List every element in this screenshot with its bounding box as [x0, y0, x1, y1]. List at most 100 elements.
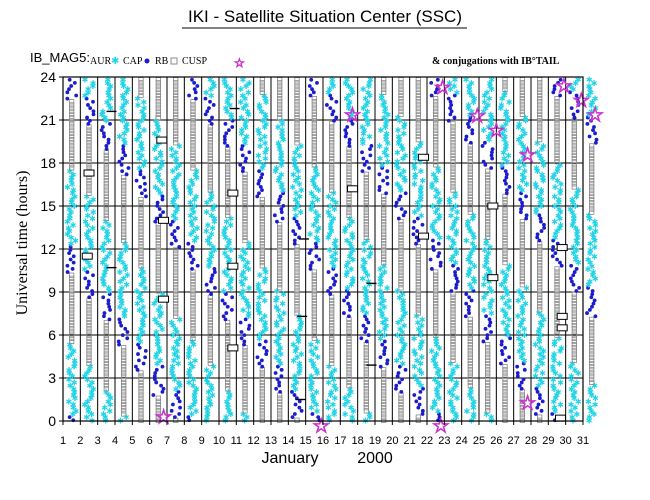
cap-point: [106, 298, 111, 303]
aur-point: ✱: [324, 397, 331, 406]
aur-point: ✱: [263, 98, 270, 107]
cap-point: [279, 210, 284, 215]
rb-point: [519, 414, 525, 420]
rb-point: [554, 118, 560, 124]
aur-point: ✱: [296, 180, 303, 189]
rb-point: [103, 367, 109, 373]
rb-point: [103, 357, 109, 363]
aur-point: ✱: [140, 114, 147, 123]
aur-point: ✱: [328, 388, 335, 397]
aur-point: ✱: [349, 230, 356, 239]
aur-point: ✱: [263, 120, 270, 129]
aur-point: ✱: [290, 382, 297, 391]
rb-point: [242, 395, 248, 401]
cap-point: [542, 222, 546, 227]
day-column-17: ✱✱✱ ✱✱✱✱✱✱✱✱✱✱✱✱✱✱✱✱✱✱✱✱✱✱✱✱ ✱✱✱✱✱✱✱✱✱✱✱✱✱…: [341, 76, 356, 426]
rb-point: [467, 354, 473, 360]
rb-point: [207, 354, 213, 360]
aur-point: ✱: [85, 407, 92, 416]
aur-point: ✱: [481, 98, 488, 107]
aur-point: ✱: [470, 274, 477, 283]
rb-point: [571, 152, 577, 159]
rb-point: [467, 187, 473, 193]
rb-point: [86, 140, 92, 146]
rb-point: [502, 373, 508, 379]
rb-point: [207, 152, 213, 159]
rb-point: [138, 241, 144, 247]
aur-point: ✱: [488, 309, 495, 318]
rb-point: [69, 133, 75, 140]
rb-point: [346, 209, 352, 215]
cap-point: [257, 178, 262, 183]
aur-point: ✱: [224, 107, 231, 116]
rb-point: [294, 301, 300, 307]
aur-point: ✱: [521, 167, 528, 176]
aur-point: ✱: [538, 155, 545, 164]
aur-point: ✱: [325, 413, 332, 422]
aur-point: ✱: [210, 79, 217, 88]
aur-point: ✱: [191, 196, 198, 205]
rb-point: [155, 105, 161, 111]
aur-point: ✱: [534, 148, 541, 157]
rb-point: [69, 285, 75, 291]
rb-point: [485, 174, 491, 181]
aur-point: ✱: [384, 284, 391, 293]
cap-point: [500, 166, 505, 170]
aur-point: ✱: [330, 401, 337, 410]
y-tick-label: 15: [40, 198, 56, 214]
rb-point: [467, 367, 473, 373]
aur-point: ✱: [449, 407, 456, 416]
rb-point: [86, 323, 92, 329]
rb-point: [537, 102, 543, 108]
aur-point: ✱: [193, 407, 200, 416]
rb-point: [242, 398, 248, 404]
rb-point: [433, 159, 439, 165]
rb-point: [103, 323, 109, 329]
aur-point: ✱: [538, 322, 545, 331]
y-tick-label: 12: [40, 241, 56, 257]
rb-point: [190, 140, 196, 146]
aur-point: ✱: [208, 249, 215, 258]
x-tick-label: 26: [490, 435, 502, 447]
rb-point: [173, 77, 179, 83]
rb-point: [485, 392, 491, 398]
rb-point: [121, 193, 127, 199]
aur-point: ✱: [381, 107, 388, 116]
aur-point: ✱: [135, 148, 142, 157]
aur-point: ✱: [503, 271, 510, 280]
aur-point: ✱: [532, 180, 539, 189]
aur-point: ✱: [394, 148, 401, 157]
aur-point: ✱: [419, 315, 426, 324]
rb-point: [138, 247, 144, 253]
rb-point: [207, 301, 213, 307]
aur-point: ✱: [394, 287, 401, 296]
aur-point: ✱: [292, 177, 299, 186]
rb-point: [225, 338, 231, 345]
aur-point: ✱: [157, 151, 164, 160]
aur-point: ✱: [106, 85, 113, 94]
aur-point: ✱: [432, 218, 439, 227]
rb-point: [259, 263, 265, 269]
rb-point: [346, 360, 352, 367]
aur-point: ✱: [292, 328, 299, 337]
cap-point: [154, 380, 159, 385]
rb-point: [121, 225, 127, 231]
aur-point: ✱: [137, 331, 144, 340]
rb-point: [554, 96, 560, 102]
rb-point: [173, 111, 179, 118]
rb-point: [155, 414, 161, 420]
rb-point: [259, 231, 265, 237]
aur-point: ✱: [176, 315, 183, 324]
rb-point: [207, 319, 213, 326]
aur-point: ✱: [432, 363, 439, 372]
cap-point: [102, 314, 106, 319]
aur-point: ✱: [539, 173, 546, 182]
aur-point: ✱: [428, 347, 435, 356]
aur-point: ✱: [123, 413, 130, 422]
aur-point: ✱: [134, 136, 141, 145]
rb-point: [69, 338, 75, 345]
cap-point: [136, 352, 140, 356]
rb-point: [363, 222, 369, 228]
aur-point: ✱: [483, 259, 490, 268]
aur-point: ✱: [367, 76, 374, 85]
